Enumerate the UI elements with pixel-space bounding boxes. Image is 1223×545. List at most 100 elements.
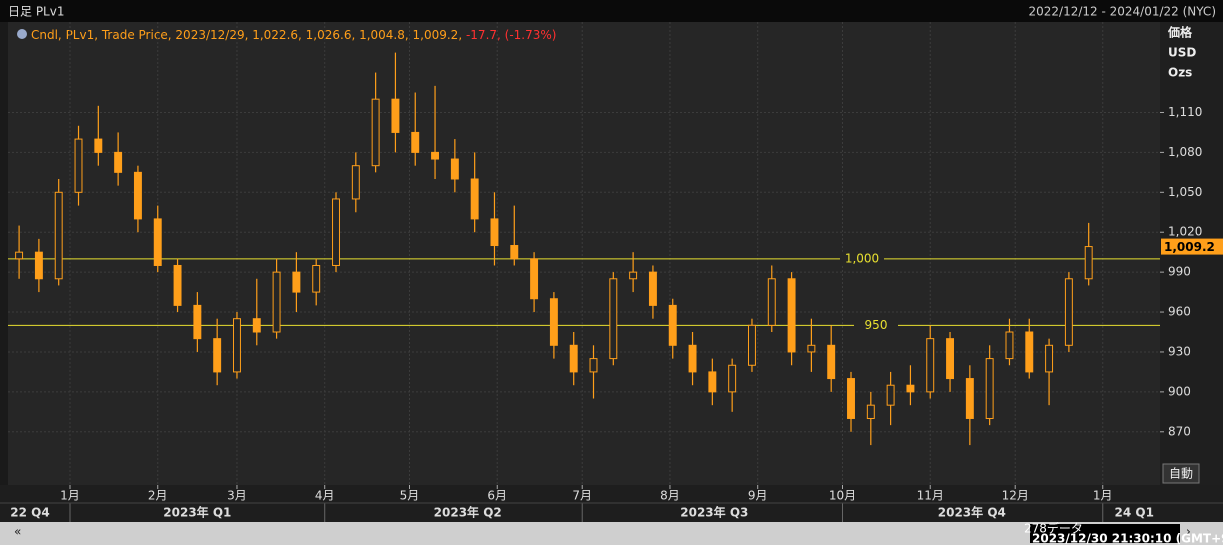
y-tick-label: 960 [1168, 305, 1191, 319]
y-tick-label: 1,080 [1168, 145, 1202, 159]
candle-body [114, 151, 123, 173]
x-tick-label: 7月 [572, 489, 592, 503]
candle-body [926, 338, 935, 393]
x-tick-label: 11月 [917, 489, 944, 503]
last-price-tag [1161, 238, 1223, 255]
candle-body [847, 378, 855, 419]
quarter-label: 2023年 Q3 [680, 505, 748, 520]
candle-body [74, 138, 83, 193]
axis-header: 価格 [1167, 25, 1193, 40]
candle-body [312, 264, 321, 293]
candle-body [490, 218, 499, 247]
candle-body [272, 271, 281, 333]
y-tick-label: 1,110 [1168, 105, 1202, 119]
candle-body [569, 344, 578, 373]
candle-body [351, 165, 360, 200]
x-tick-label: 6月 [487, 489, 507, 503]
candle-body [94, 138, 103, 153]
candle-body [15, 251, 24, 260]
candle-body [153, 218, 162, 266]
y-tick-label: 990 [1168, 265, 1191, 279]
candle-body [431, 151, 440, 160]
candle-body [827, 344, 836, 380]
candle-body [233, 318, 241, 373]
reference-label-bg [840, 251, 884, 266]
candle-body [173, 264, 182, 306]
candle-body [767, 278, 776, 326]
candle-body [530, 258, 539, 300]
candle-body [470, 178, 479, 220]
candle-body [708, 371, 717, 393]
candle-body [34, 251, 43, 280]
x-tick-label: 2月 [148, 489, 168, 503]
candle-body [549, 298, 558, 346]
y-tick-label: 1,020 [1168, 225, 1202, 239]
candle-body [629, 271, 638, 280]
status-time: 2023/12/30 21:30:10 (GMT+9) [1032, 532, 1223, 545]
legend-icon [17, 29, 27, 39]
candle-body [688, 344, 697, 373]
auto-button-label[interactable]: 自動 [1169, 467, 1193, 481]
reference-label-bg [854, 318, 898, 333]
x-tick-label: 8月 [660, 489, 680, 503]
legend-text: Cndl, PLv1, Trade Price, 2023/12/29, 1,0… [31, 28, 556, 42]
quarter-label: 2023年 Q4 [938, 505, 1006, 520]
candle-body [728, 364, 737, 393]
candle-body [371, 98, 380, 167]
candle-body [252, 318, 261, 333]
x-tick-label: 9月 [748, 489, 768, 503]
x-tick-label: 4月 [315, 489, 335, 503]
scroll-thumb[interactable] [1030, 524, 1180, 543]
reference-label: 1,000 [845, 251, 879, 265]
candle-body [1084, 246, 1093, 280]
x-tick-label: 12月 [1002, 489, 1029, 503]
scroll-right[interactable]: › [1186, 525, 1191, 539]
scrollbar[interactable] [0, 522, 1223, 545]
candle-body [54, 191, 63, 280]
top-bar [0, 0, 1223, 22]
axis-header: Ozs [1168, 66, 1192, 80]
candle-body [609, 278, 618, 360]
x-tick-label: 10月 [829, 489, 856, 503]
y-tick-label: 870 [1168, 424, 1191, 438]
candle-body [510, 245, 519, 260]
candle-body [866, 404, 875, 419]
candle-body [1064, 278, 1073, 346]
y-tick-label: 1,050 [1168, 185, 1202, 199]
candle-body [1025, 331, 1034, 373]
candle-body [1005, 331, 1014, 360]
scroll-left[interactable]: « [14, 525, 21, 539]
x-tick-label: 1月 [1093, 489, 1113, 503]
candle-body [292, 271, 301, 293]
candle-body [906, 384, 915, 393]
data-count: 278データ [1024, 521, 1083, 536]
x-tick-label: 3月 [227, 489, 247, 503]
last-price-label: 1,009.2 [1164, 240, 1215, 254]
candle-body [1045, 344, 1054, 373]
auto-button[interactable] [1162, 463, 1200, 484]
legend-values: Cndl, PLv1, Trade Price, 2023/12/29, 1,0… [31, 28, 462, 42]
candle-body [391, 98, 400, 133]
candle-body [807, 344, 816, 353]
legend-change: -17.7, (-1.73%) [466, 28, 557, 42]
candle-body [450, 158, 459, 180]
x-tick-label: 1月 [60, 489, 80, 503]
candle-body [213, 338, 222, 373]
axis-header: USD [1168, 46, 1196, 60]
candle-body [886, 384, 895, 406]
candle-body [748, 324, 756, 366]
y-tick-label: 900 [1168, 384, 1191, 398]
quarter-label: 22 Q4 [10, 506, 49, 520]
candle-body [946, 338, 955, 380]
candle-body [193, 304, 202, 340]
candle-body [985, 358, 994, 419]
quarter-label: 2023年 Q1 [163, 505, 231, 520]
candle-body [411, 131, 420, 153]
x-tick-label: 5月 [400, 489, 420, 503]
candle-body [648, 271, 657, 306]
reference-label: 950 [865, 318, 888, 332]
date-range: 2022/12/12 - 2024/01/22 (NYC) [1029, 5, 1217, 19]
candle-body [133, 171, 142, 220]
